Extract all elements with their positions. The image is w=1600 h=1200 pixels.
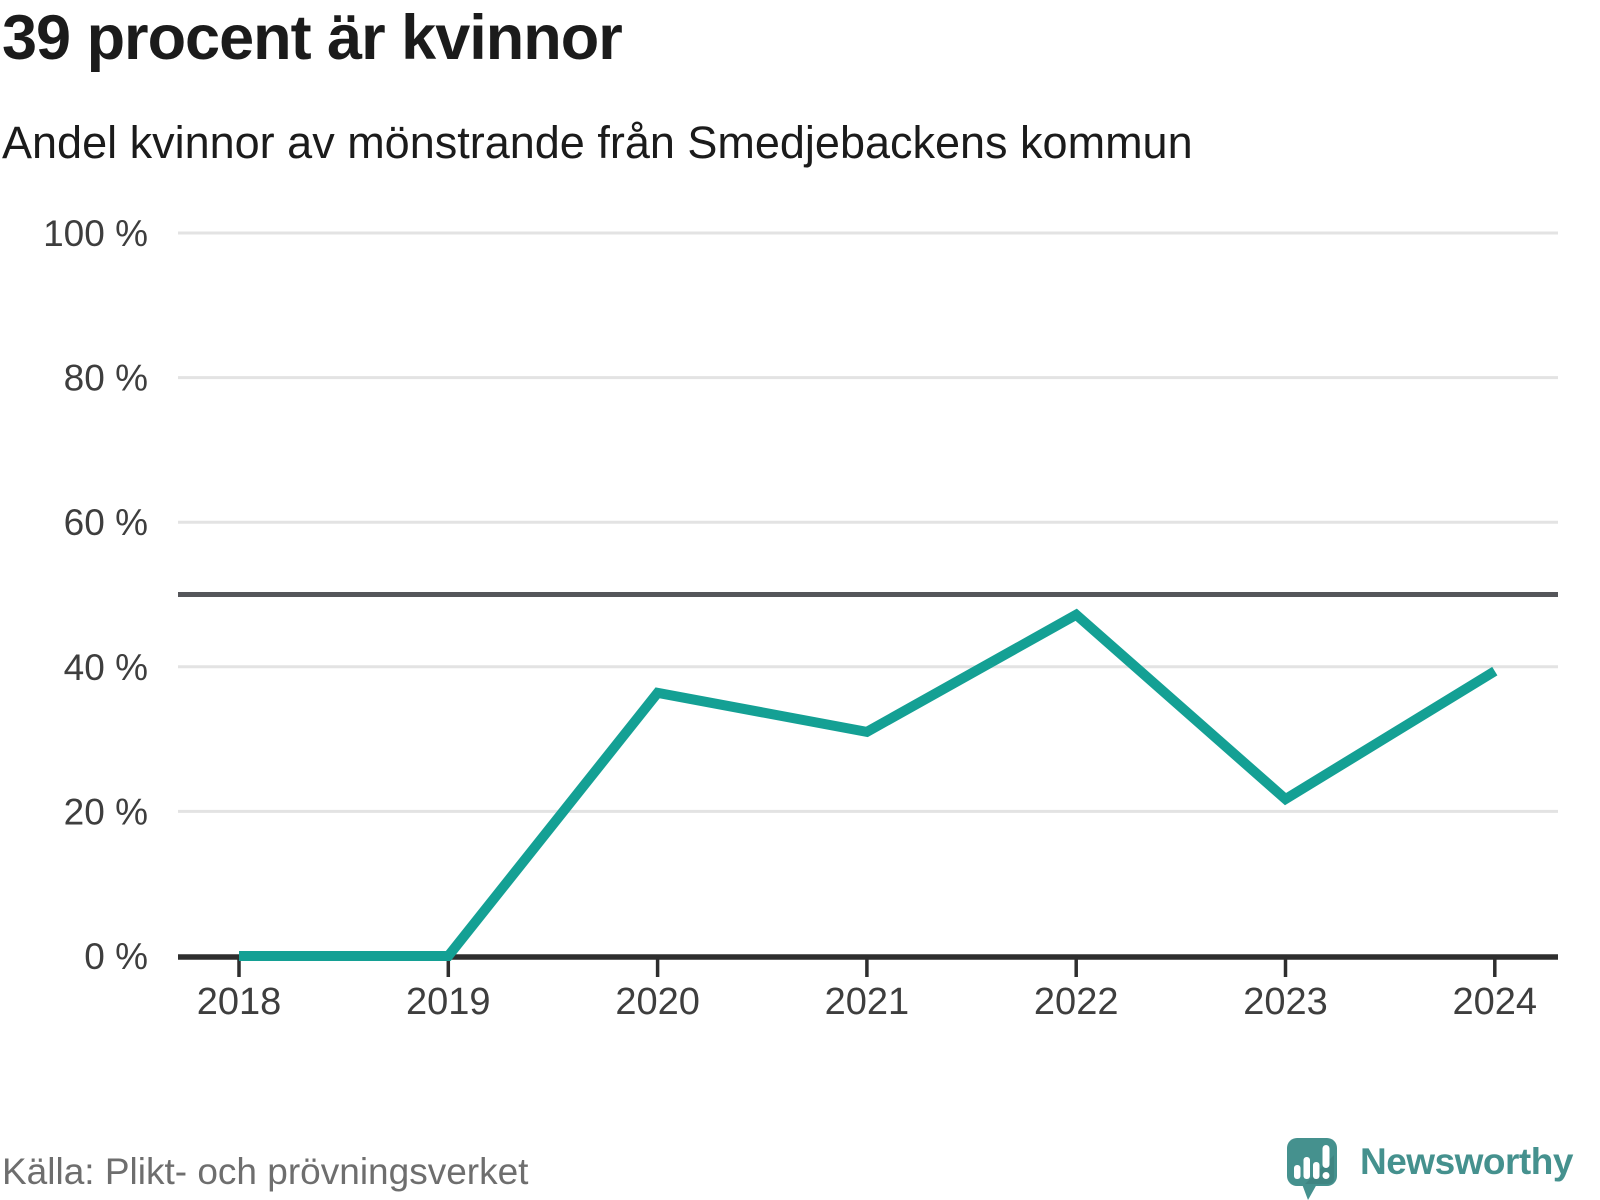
logo-exclamation-bar (1322, 1145, 1330, 1168)
logo-exclamation-dot (1322, 1172, 1330, 1179)
logo-bar-3 (1313, 1162, 1320, 1179)
newsworthy-logo-icon (1287, 1138, 1337, 1200)
x-axis-tick-label-2023: 2023 (1243, 981, 1328, 1023)
source-note: Källa: Plikt- och prövningsverket (2, 1151, 529, 1192)
x-axis-tick-label-2021: 2021 (825, 981, 910, 1023)
x-axis-tick-label-2022: 2022 (1034, 981, 1119, 1023)
y-axis-tick-label-60: 60 % (64, 502, 148, 543)
x-axis-tick-label-2020: 2020 (615, 981, 700, 1023)
chart-title: 39 procent är kvinnor (2, 3, 623, 73)
newsworthy-logo-text: Newsworthy (1360, 1141, 1573, 1182)
chart-subtitle: Andel kvinnor av mönstrande från Smedjeb… (2, 117, 1193, 168)
logo-bar-2 (1303, 1157, 1310, 1179)
y-axis-tick-label-20: 20 % (64, 791, 148, 832)
y-axis-tick-label-100: 100 % (43, 213, 148, 254)
x-axis-tick-label-2019: 2019 (406, 981, 491, 1023)
logo-bubble-tail (1302, 1184, 1317, 1200)
y-axis-tick-label-0: 0 % (84, 936, 148, 977)
y-axis-tick-label-80: 80 % (64, 358, 148, 399)
newsworthy-logo: Newsworthy (1286, 1138, 1573, 1200)
y-axis-tick-label-40: 40 % (64, 647, 148, 688)
x-axis-tick-label-2024: 2024 (1453, 981, 1538, 1023)
data-line-andel-kvinnor (239, 608, 1498, 961)
logo-bar-1 (1294, 1165, 1301, 1179)
x-axis-tick-label-2018: 2018 (197, 981, 282, 1023)
